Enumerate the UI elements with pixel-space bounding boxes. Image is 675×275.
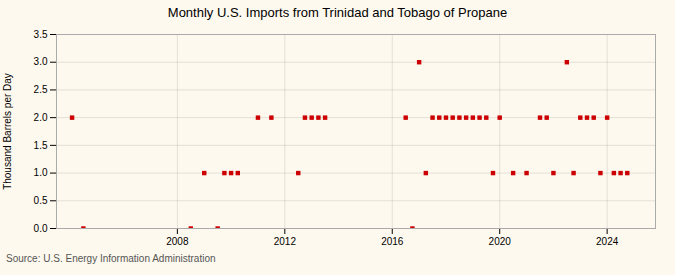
svg-text:2008: 2008 <box>166 236 189 247</box>
html-text:Source: U.S. Energy Informatio: Source: U.S. Energy Information Administ… <box>6 253 216 264</box>
svg-text:3.5: 3.5 <box>34 29 48 40</box>
svg-text:2.0: 2.0 <box>34 112 48 123</box>
svg-text:2012: 2012 <box>274 236 297 247</box>
svg-text:Thousand Barrels per Day: Thousand Barrels per Day <box>2 73 13 190</box>
html-text:Monthly U.S. Imports from Trin: Monthly U.S. Imports from Trinidad and T… <box>167 5 508 20</box>
svg-text:3.0: 3.0 <box>34 56 48 67</box>
svg-text:2024: 2024 <box>596 236 619 247</box>
svg-text:2016: 2016 <box>381 236 404 247</box>
svg-text:0.0: 0.0 <box>34 223 48 234</box>
svg-text:0.5: 0.5 <box>34 195 48 206</box>
svg-text:1.0: 1.0 <box>34 167 48 178</box>
svg-text:2.5: 2.5 <box>34 84 48 95</box>
svg-text:2020: 2020 <box>489 236 512 247</box>
svg-text:1.5: 1.5 <box>34 140 48 151</box>
